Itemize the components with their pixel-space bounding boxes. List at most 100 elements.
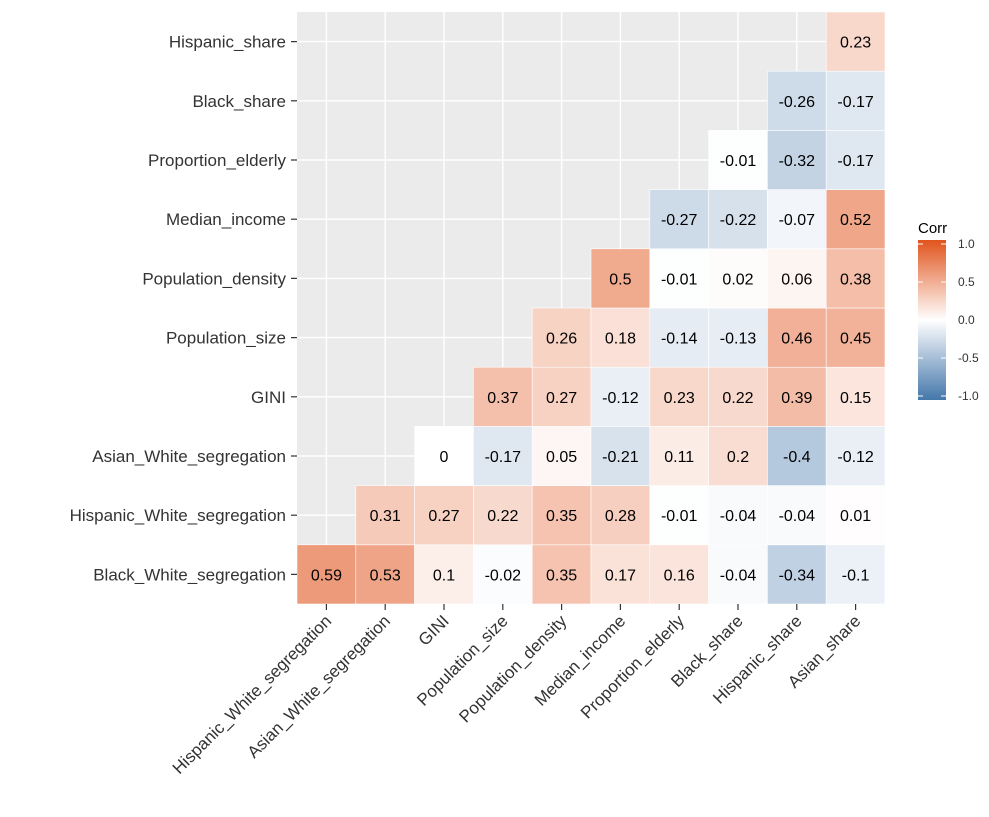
heatmap-cell bbox=[531, 307, 592, 368]
cell-value-label: 0.11 bbox=[664, 449, 694, 466]
heatmap-cell bbox=[767, 426, 827, 486]
heatmap-cell bbox=[649, 544, 709, 605]
heatmap-cell bbox=[708, 248, 768, 309]
cell-value-label: -0.14 bbox=[661, 331, 698, 348]
heatmap-cell bbox=[531, 426, 592, 486]
cell-value-label: -0.27 bbox=[661, 212, 698, 229]
legend: Corr 1.0 0.5 0.0 -0.5 -1.0 bbox=[918, 220, 979, 403]
cell-value-label: -0.22 bbox=[720, 212, 757, 229]
heatmap-cell bbox=[473, 485, 533, 546]
heatmap-cell bbox=[531, 544, 592, 605]
cell-value-label: 0.16 bbox=[664, 567, 695, 584]
cell-value-label: -0.12 bbox=[602, 390, 639, 407]
heatmap-cell bbox=[296, 544, 357, 605]
cell-value-label: -0.04 bbox=[779, 508, 816, 525]
cell-value-label: -0.21 bbox=[602, 449, 639, 466]
heatmap-cell bbox=[590, 544, 651, 605]
cell-value-label: 0.06 bbox=[781, 271, 812, 288]
y-tick-label: Population_size bbox=[166, 329, 286, 348]
cell-value-label: -0.01 bbox=[661, 508, 698, 525]
legend-tick-label: 0.0 bbox=[958, 313, 975, 327]
x-tick-label: Proportion_elderly bbox=[577, 611, 688, 722]
cell-value-label: 0.45 bbox=[840, 331, 871, 348]
heatmap-cell bbox=[590, 307, 651, 368]
heatmap-cell bbox=[708, 366, 768, 427]
legend-tick-label: 0.5 bbox=[958, 275, 975, 289]
heatmap-cell bbox=[767, 485, 827, 546]
heatmap-cell bbox=[708, 544, 768, 605]
heatmap-cell bbox=[473, 426, 533, 486]
cell-value-label: -0.02 bbox=[485, 567, 522, 584]
cell-value-label: 0.23 bbox=[840, 35, 871, 52]
heatmap-cell bbox=[649, 189, 709, 250]
heatmap-cell bbox=[649, 366, 709, 427]
y-tick-label: Hispanic_share bbox=[169, 33, 286, 52]
cell-value-label: -0.1 bbox=[842, 567, 870, 584]
heatmap-cell bbox=[825, 426, 886, 486]
cell-value-label: 0.01 bbox=[840, 508, 871, 525]
x-axis: Hispanic_White_segregationAsian_White_se… bbox=[169, 604, 864, 778]
heatmap-cell bbox=[473, 544, 533, 605]
cell-value-label: 0.17 bbox=[605, 567, 636, 584]
heatmap-cell bbox=[708, 307, 768, 368]
heatmap-cell bbox=[355, 544, 415, 605]
cell-value-label: 0.28 bbox=[605, 508, 636, 525]
heatmap-cell bbox=[825, 248, 886, 309]
y-tick-label: Black_share bbox=[192, 92, 286, 111]
cell-value-label: 0.15 bbox=[840, 390, 871, 407]
y-tick-label: Proportion_elderly bbox=[148, 151, 286, 170]
heatmap-cell bbox=[590, 248, 651, 309]
cell-value-label: -0.01 bbox=[661, 271, 698, 288]
heatmap-cell bbox=[649, 426, 709, 486]
cell-value-label: 0.22 bbox=[722, 390, 753, 407]
cell-value-label: 0.5 bbox=[609, 271, 631, 288]
cell-value-label: 0.31 bbox=[370, 508, 401, 525]
heatmap-cell bbox=[825, 366, 886, 427]
heatmap-cell bbox=[767, 307, 827, 368]
cell-value-label: 0.18 bbox=[605, 331, 636, 348]
cell-value-label: 0.22 bbox=[487, 508, 518, 525]
cell-value-label: 0.59 bbox=[311, 567, 342, 584]
y-tick-label: Asian_White_segregation bbox=[92, 447, 286, 466]
heatmap-cell bbox=[767, 544, 827, 605]
cell-value-label: -0.04 bbox=[720, 508, 757, 525]
cell-value-label: 0.39 bbox=[781, 390, 812, 407]
cell-value-label: 0.52 bbox=[840, 212, 871, 229]
cell-value-label: 0.1 bbox=[433, 567, 455, 584]
y-tick-label: Black_White_segregation bbox=[93, 565, 286, 584]
heatmap-cell bbox=[825, 70, 886, 131]
heatmap-cell bbox=[355, 485, 415, 546]
cell-labels: 0.59 0.53 0.1 -0.02 0.35 0.17 0.16 -0.04 -0.34 -0… bbox=[311, 35, 874, 585]
cell-value-label: 0.23 bbox=[664, 390, 695, 407]
cell-value-label: -0.34 bbox=[779, 567, 816, 584]
cell-value-label: 0.37 bbox=[487, 390, 518, 407]
heatmap-cell bbox=[767, 130, 827, 190]
heatmap-cell bbox=[825, 544, 886, 605]
cell-value-label: -0.07 bbox=[779, 212, 816, 229]
heatmap-cell bbox=[590, 426, 651, 486]
cell-value-label: -0.04 bbox=[720, 567, 757, 584]
cell-value-label: 0.27 bbox=[428, 508, 459, 525]
heatmap-cell bbox=[825, 189, 886, 250]
heatmap-cell bbox=[414, 426, 474, 486]
cell-value-label: 0.53 bbox=[370, 567, 401, 584]
cell-value-label: 0.46 bbox=[781, 331, 812, 348]
heatmap-cell bbox=[767, 189, 827, 250]
cell-value-label: -0.17 bbox=[485, 449, 522, 466]
y-tick-label: Population_density bbox=[142, 269, 286, 288]
heatmap-cell bbox=[708, 485, 768, 546]
heatmap-cell bbox=[590, 366, 651, 427]
cell-value-label: 0.05 bbox=[546, 449, 577, 466]
legend-tick-label: -0.5 bbox=[958, 351, 979, 365]
cell-value-label: -0.01 bbox=[720, 153, 757, 170]
cell-value-label: -0.17 bbox=[837, 153, 874, 170]
heatmap-cell bbox=[767, 70, 827, 131]
heatmap-cell bbox=[708, 426, 768, 486]
heatmap-cell bbox=[414, 544, 474, 605]
cell-value-label: 0.38 bbox=[840, 271, 871, 288]
cell-value-label: -0.13 bbox=[720, 331, 757, 348]
y-tick-label: GINI bbox=[251, 388, 286, 407]
cell-value-label: 0 bbox=[440, 449, 449, 466]
cell-value-label: -0.17 bbox=[837, 94, 874, 111]
